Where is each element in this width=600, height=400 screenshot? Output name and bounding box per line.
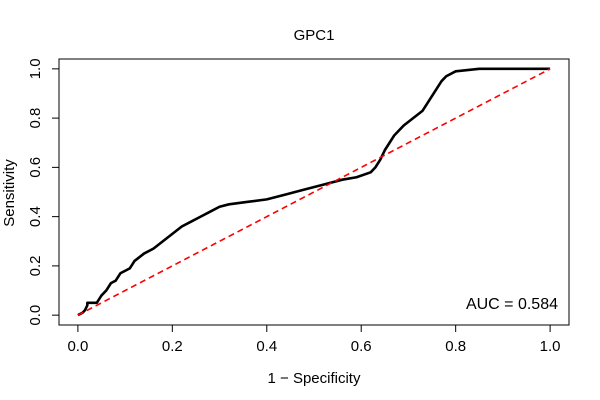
reference-diagonal-line	[77, 68, 551, 316]
y-tick-label: 0.2	[27, 255, 44, 276]
roc-curve-line	[77, 67, 551, 317]
y-tick-label: 0.4	[27, 206, 44, 227]
y-axis-label: Sensitivity	[1, 159, 18, 227]
x-tick-label: 1.0	[540, 338, 561, 355]
y-tick-label: 0.6	[27, 157, 44, 178]
x-tick-label: 0.2	[162, 338, 183, 355]
x-axis-label: 1 − Specificity	[268, 370, 361, 387]
y-tick-label: 1.0	[27, 58, 44, 79]
x-tick-label: 0.4	[256, 338, 277, 355]
chart-title: GPC1	[294, 27, 335, 44]
x-tick-label: 0.8	[445, 338, 466, 355]
x-tick-label: 0.0	[67, 338, 88, 355]
auc-annotation: AUC = 0.584	[466, 296, 558, 313]
y-tick-label: 0.0	[27, 305, 44, 326]
x-tick-label: 0.6	[351, 338, 372, 355]
y-tick-label: 0.8	[27, 108, 44, 129]
